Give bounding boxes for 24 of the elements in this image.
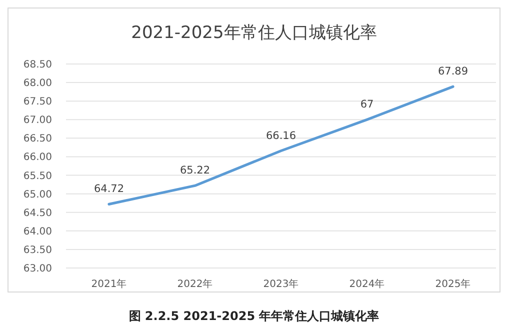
y-tick-label: 65.00 — [23, 189, 52, 200]
x-tick-label: 2024年 — [349, 278, 385, 290]
y-tick-label: 67.50 — [23, 96, 52, 108]
y-tick-label: 63.00 — [23, 264, 52, 274]
data-label: 65.22 — [180, 164, 210, 177]
x-tick-label: 2021年 — [91, 278, 127, 290]
data-label: 64.72 — [94, 183, 124, 196]
y-tick-label: 67.00 — [23, 115, 52, 126]
data-label: 67 — [360, 98, 374, 111]
x-tick-label: 2023年 — [263, 278, 299, 290]
y-tick-label: 65.50 — [23, 170, 52, 182]
data-label: 66.16 — [266, 130, 296, 142]
caption: 图 2.2.5 2021-2025 年年常住人口城镇化率 — [128, 309, 380, 323]
y-tick-label: 68.00 — [23, 78, 52, 90]
y-tick-label: 68.50 — [23, 60, 52, 70]
data-label: 67.89 — [438, 66, 468, 78]
chart-title: 2021-2025年常住人口城镇化率 — [131, 23, 377, 43]
x-tick-label: 2025年 — [435, 278, 471, 290]
y-tick-label: 66.50 — [23, 134, 52, 145]
y-tick-label: 64.50 — [23, 208, 52, 219]
x-tick-label: 2022年 — [177, 278, 213, 290]
y-tick-label: 63.50 — [23, 244, 52, 256]
y-tick-label: 66.00 — [23, 152, 52, 164]
y-tick-label: 64.00 — [23, 226, 52, 238]
